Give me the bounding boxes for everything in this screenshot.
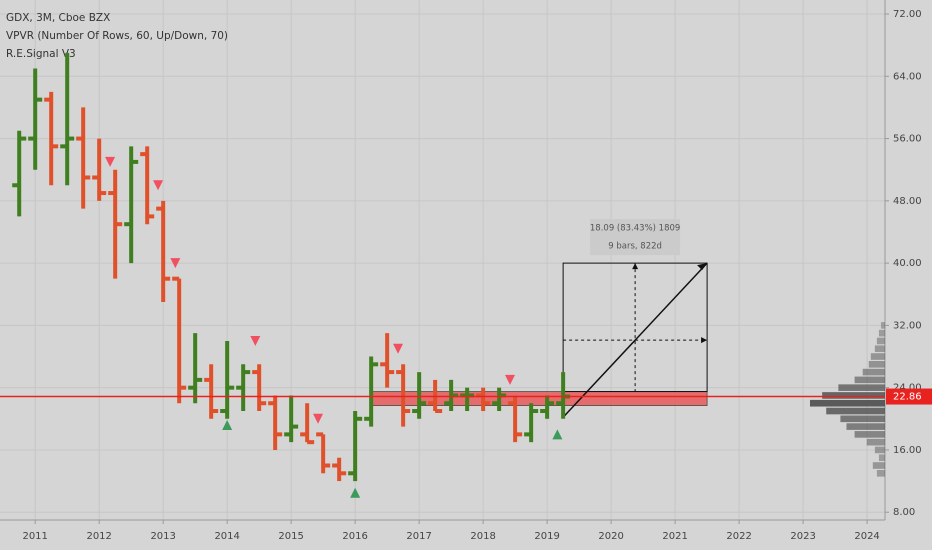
- volume-row: [826, 407, 885, 415]
- x-tick-label: 2022: [726, 531, 751, 542]
- x-tick-label: 2017: [406, 531, 431, 542]
- volume-row: [876, 337, 885, 345]
- signal: [505, 374, 516, 385]
- volume-row: [840, 415, 885, 423]
- signal: [250, 335, 261, 346]
- y-tick-label: 40.00: [893, 258, 922, 269]
- volume-row: [874, 446, 885, 454]
- x-tick-label: 2023: [790, 531, 815, 542]
- arrow-head: [632, 263, 639, 270]
- volume-row: [872, 462, 885, 469]
- volume-row: [880, 322, 885, 329]
- volume-row: [866, 438, 885, 446]
- projection-arrow: [562, 262, 708, 418]
- x-tick-label: 2021: [662, 531, 687, 542]
- y-tick-label: 24.00: [893, 383, 922, 394]
- signal: [393, 343, 404, 354]
- chart-title: GDX, 3M, Cboe BZX: [6, 12, 110, 24]
- x-tick-label: 2020: [598, 531, 623, 542]
- projection-sublabel: 9 bars, 822d: [608, 242, 662, 252]
- projection-label: 18.09 (83.43%) 1809: [590, 224, 680, 234]
- last-price-label: 22.86: [893, 392, 922, 403]
- signal: [170, 258, 181, 269]
- x-tick-label: 2019: [534, 531, 559, 542]
- arrow-head: [701, 337, 708, 344]
- volume-row: [810, 399, 885, 407]
- volume-row: [822, 392, 885, 399]
- volume-row: [838, 384, 885, 391]
- x-tick-label: 2024: [854, 531, 879, 542]
- arrow-head: [697, 263, 708, 271]
- x-tick-label: 2015: [278, 531, 303, 542]
- signal: [153, 180, 164, 191]
- signal: [105, 156, 116, 167]
- x-tick-label: 2018: [470, 531, 495, 542]
- volume-row: [854, 431, 885, 438]
- volume-row: [846, 423, 885, 430]
- signal: [313, 413, 324, 424]
- last-price-box: [886, 388, 932, 405]
- y-tick-label: 16.00: [893, 445, 922, 456]
- volume-row: [878, 329, 885, 337]
- y-tick-label: 32.00: [893, 320, 922, 331]
- signal: [350, 487, 361, 498]
- y-tick-label: 56.00: [893, 134, 922, 145]
- y-tick-label: 72.00: [893, 9, 922, 20]
- volume-row: [874, 345, 885, 353]
- volume-row: [854, 376, 885, 384]
- x-tick-label: 2016: [342, 531, 367, 542]
- x-tick-label: 2013: [150, 531, 175, 542]
- y-tick-label: 48.00: [893, 196, 922, 207]
- volume-row: [878, 454, 885, 462]
- volume-row: [862, 368, 885, 376]
- projection-label-bg: [590, 219, 681, 256]
- signal: [552, 429, 563, 440]
- volume-row: [868, 361, 885, 368]
- indicator-label: R.E.Signal V3: [6, 48, 76, 60]
- volume-row: [876, 469, 885, 477]
- x-tick-label: 2011: [22, 531, 47, 542]
- signal: [222, 420, 233, 431]
- x-tick-label: 2014: [214, 531, 239, 542]
- x-tick-label: 2012: [86, 531, 111, 542]
- volume-row: [870, 353, 885, 360]
- y-tick-label: 8.00: [893, 507, 915, 518]
- indicator-label: VPVR (Number Of Rows, 60, Up/Down, 70): [6, 30, 228, 42]
- y-tick-label: 64.00: [893, 71, 922, 82]
